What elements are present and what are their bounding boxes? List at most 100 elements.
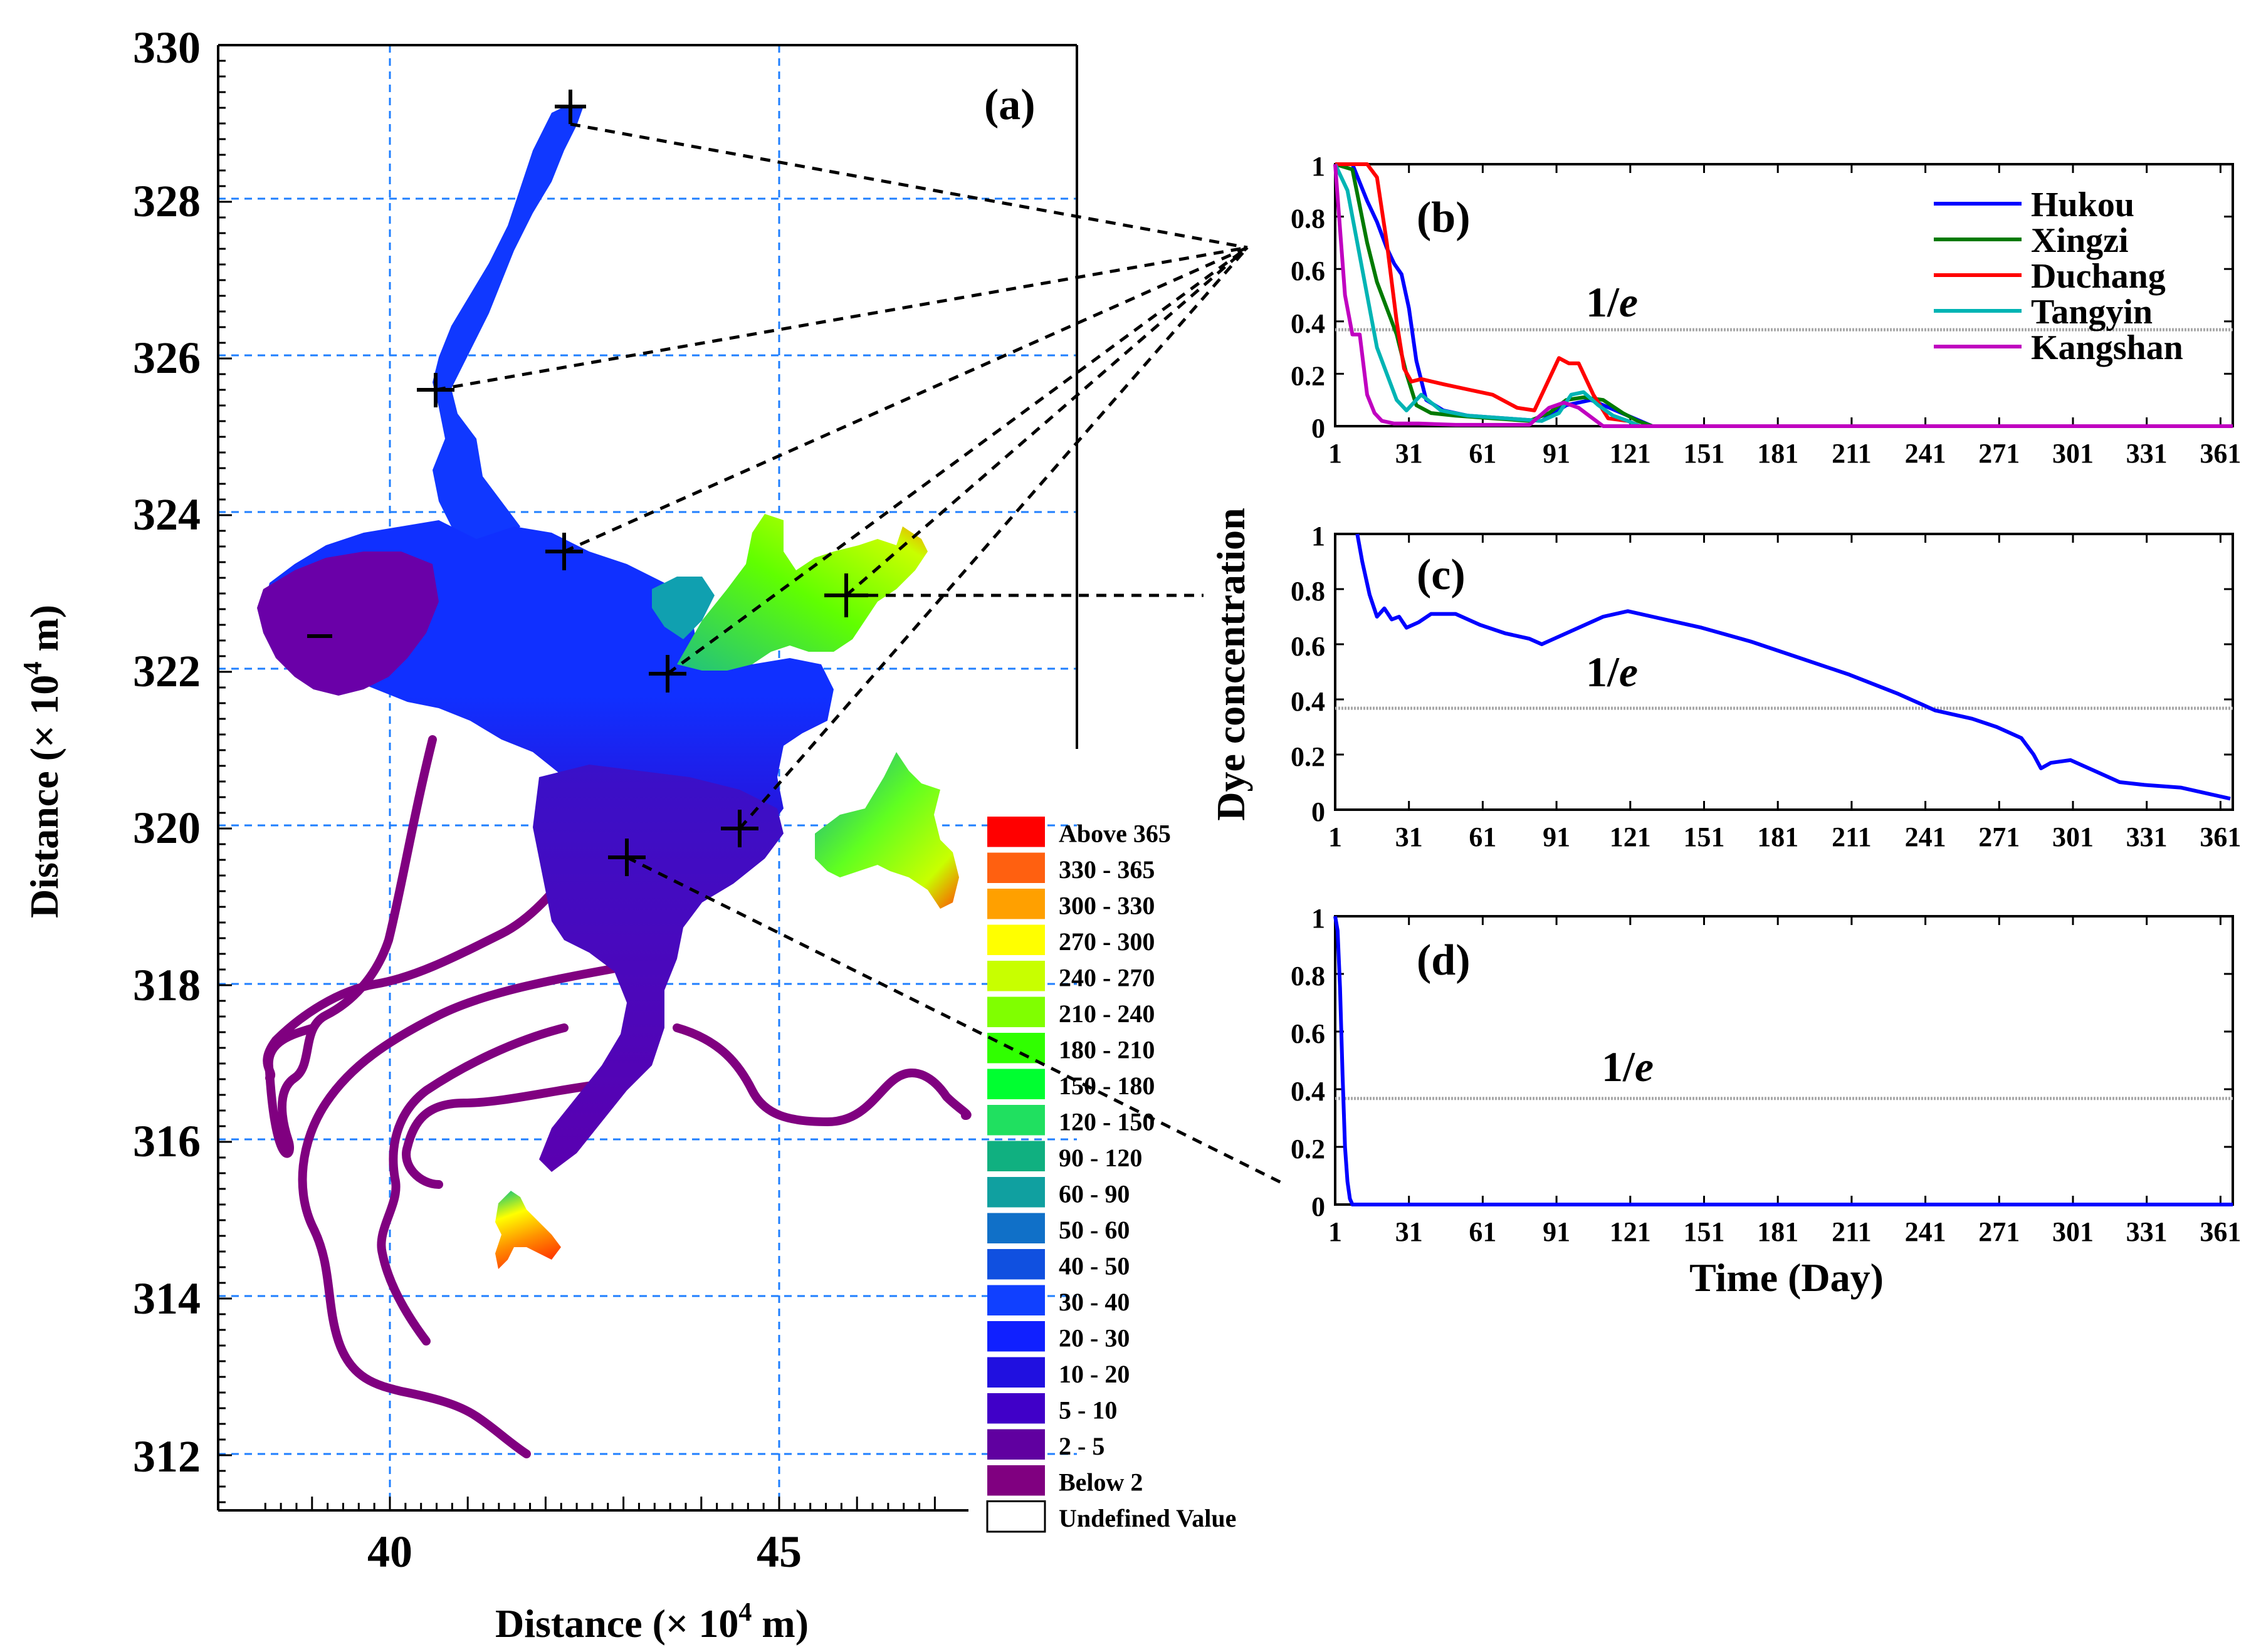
map-x-tick-labels: 40 45 [367,1527,802,1577]
x-tick-label: 241 [1905,822,1946,852]
y-tick-label: 0.6 [1291,1018,1325,1049]
legend-label: Xingzi [2031,221,2129,260]
colorbar-label: 30 - 40 [1059,1288,1130,1316]
colorbar-label: 270 - 300 [1059,928,1155,956]
x-tick-label: 91 [1543,438,1570,469]
y-tick-label: 0.6 [1291,256,1325,286]
north-channel [433,105,583,552]
south-lake-body [533,765,784,1172]
x-tick-label: 301 [2052,822,2094,852]
x-tick-label: 151 [1683,1216,1724,1247]
colorbar-swatch [987,889,1045,919]
colorbar-label: 40 - 50 [1059,1252,1130,1280]
annotation-1-over-e: 1/e [1602,1043,1654,1090]
y-tick-label: 328 [133,176,201,226]
colorbar-swatch [987,1465,1045,1496]
x-tick-label: 331 [2126,1216,2168,1247]
colorbar-label: 240 - 270 [1059,964,1155,992]
y-tick-label: 0.4 [1291,1076,1325,1107]
y-tick-label: 0.2 [1291,741,1325,772]
colorbar-label: 10 - 20 [1059,1360,1130,1388]
x-tick-label: 271 [1978,438,2020,469]
colorbar-label: Undefined Value [1059,1504,1236,1532]
marker-north [555,90,586,124]
colorbar-swatch [986,1500,1046,1533]
panel-a-label: (a) [984,81,1036,129]
x-tick-label: 151 [1683,438,1724,469]
colorbar-swatch [987,1177,1045,1208]
south-hotspot [495,1191,561,1269]
y-tick-label: 0.2 [1291,360,1325,391]
y-tick-label: 326 [133,333,201,383]
panel-c-chart: 1 31 61 91 121 151 181 211 241 271 301 331 361 0 0.2 0.… [1291,521,2241,852]
y-tick-label: 0.4 [1291,308,1325,339]
x-tick-label: 121 [1610,1216,1651,1247]
panel-d-chart: 1 31 61 91 121 151 181 211 241 271 301 331 361 0 0.2 0.… [1291,903,2241,1247]
map-y-tick-labels: 312 314 316 318 320 322 324 326 328 330 [133,23,201,1482]
y-tick-label: 314 [133,1273,201,1324]
colorbar-swatch [987,996,1045,1027]
x-tick-label: 361 [2200,438,2241,469]
x-tick-label: 331 [2126,822,2168,852]
y-tick-label: 0 [1311,413,1325,444]
x-tick-label: 211 [1832,1216,1872,1247]
y-tick-label: 312 [133,1431,201,1482]
colorbar-swatch [987,1321,1045,1352]
colorbar-swatch [987,1429,1045,1460]
series-line [1333,916,2233,1206]
x-tick-label: 31 [1395,1216,1423,1247]
colorbar-swatch [987,852,1045,883]
x-tick-label: 61 [1469,1216,1496,1247]
x-tick-label: 331 [2126,438,2168,469]
y-tick-label: 0.8 [1291,204,1325,234]
panel-b-chart: 1 31 61 91 121 151 181 211 241 271 301 331 361 0 0.2 0.… [1291,151,2241,469]
colorbar-swatch [987,1393,1045,1424]
y-tick-label: 0.4 [1291,686,1325,717]
x-tick-label: 1 [1328,1216,1342,1247]
y-tick-label: 0.8 [1291,576,1325,607]
colorbar-swatch [987,1213,1045,1243]
colorbar-label: 210 - 240 [1059,1000,1155,1028]
colorbar-label: 50 - 60 [1059,1216,1130,1244]
colorbar-label: 2 - 5 [1059,1432,1104,1460]
colorbar-swatch [987,1069,1045,1099]
x-axis-label-time: Time (Day) [1689,1255,1884,1300]
y-tick-label: 1 [1311,151,1325,182]
series-line [1355,533,2231,801]
northeast-arm [677,514,928,671]
y-tick-label: 316 [133,1116,201,1166]
y-axis-label-dye-concentration: Dye concentration [1209,508,1253,820]
colorbar-swatch [987,961,1045,991]
panel-label: (b) [1417,194,1471,242]
colorbar-label: 60 - 90 [1059,1180,1130,1208]
x-tick-label: 61 [1469,438,1496,469]
y-tick-label: 322 [133,646,201,696]
colorbar-label: 120 - 150 [1059,1108,1155,1136]
colorbar-swatch [987,1141,1045,1171]
x-tick-label: 91 [1543,822,1570,852]
colorbar-label: 20 - 30 [1059,1324,1130,1352]
legend-label: Hukou [2031,186,2134,224]
annotation-1-over-e: 1/e [1586,278,1638,326]
colorbar-swatch [987,1033,1045,1064]
x-tick-label: 301 [2052,1216,2094,1247]
x-tick-label: 121 [1610,822,1651,852]
x-tick-label: 31 [1395,438,1423,469]
x-tick-label: 151 [1683,822,1724,852]
map-panel: 312 314 316 318 320 322 324 326 328 330 … [19,23,1236,1646]
map-x-axis-label: Distance (× 104 m) [495,1598,809,1646]
map-colorbar-legend: Above 365 330 - 365 300 - 330 270 - 300 240 … [986,817,1236,1533]
leader-lines [435,122,1286,1186]
x-tick-label: 121 [1610,438,1651,469]
southeast-arm [815,752,959,909]
x-tick-label: 31 [1395,822,1423,852]
y-tick-label: 330 [133,23,201,73]
map-y-axis-label: Distance (× 104 m) [19,605,66,918]
x-tick-label: 1 [1328,438,1342,469]
legend-label: Duchang [2031,257,2166,296]
x-tick-label: 181 [1757,1216,1798,1247]
legend-label: Tangyin [2031,293,2153,332]
y-tick-label: 1 [1311,903,1325,934]
